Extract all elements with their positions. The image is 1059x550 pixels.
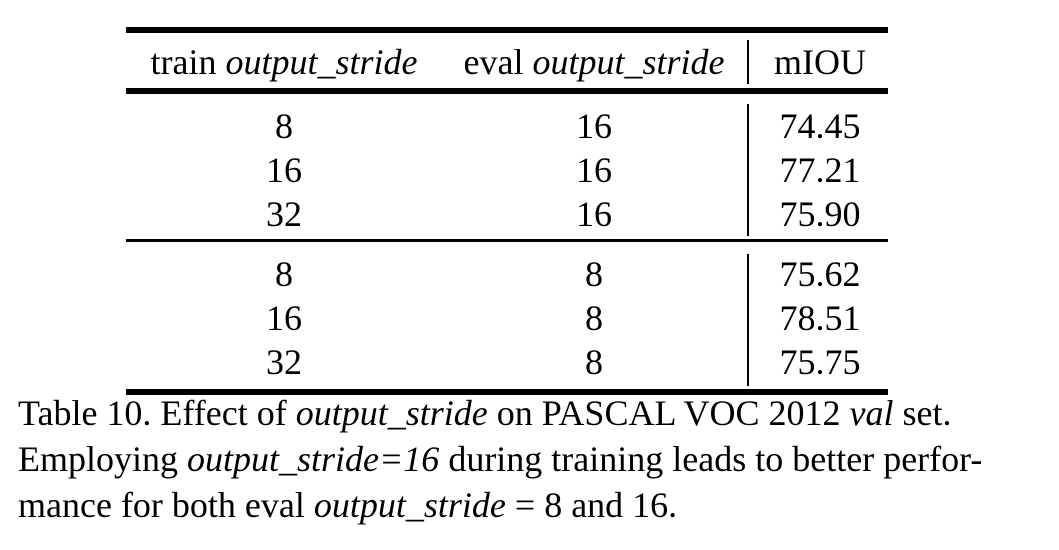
table-top-rule: [126, 27, 888, 33]
header-train-italic: output_stride: [225, 42, 418, 82]
table-cell-miou: 78.51: [779, 298, 861, 338]
table-header-rule: [126, 88, 888, 94]
caption-text: on PASCAL VOC 2012: [487, 393, 850, 433]
table-cell-train: 8: [275, 106, 293, 146]
table-cell-train: 8: [275, 254, 293, 294]
table-cell-eval: 8: [585, 342, 603, 382]
caption-text: Employing: [18, 439, 187, 479]
caption-italic: output_stride: [295, 393, 488, 433]
caption-italic: output_stride=16: [187, 439, 440, 479]
table-cell-miou: 74.45: [779, 106, 861, 146]
column-separator-group2: [747, 254, 749, 386]
table-cell-eval: 8: [585, 254, 603, 294]
header-eval-italic: output_stride: [532, 42, 725, 82]
table-caption: Table 10. Effect of output_stride on PAS…: [18, 390, 1048, 528]
caption-text: during training leads to better perfor-: [439, 439, 983, 479]
header-miou: mIOU: [774, 42, 866, 82]
caption-line-2: Employing output_stride=16 during traini…: [18, 436, 1048, 482]
table-cell-eval: 16: [576, 150, 612, 190]
table-cell-train: 16: [266, 298, 302, 338]
table-cell-eval: 8: [585, 298, 603, 338]
caption-text: mance for both eval: [18, 485, 314, 525]
header-train-output-stride: train output_stride: [130, 40, 438, 84]
table-cell-train: 32: [266, 342, 302, 382]
table-cell-miou: 75.62: [779, 254, 861, 294]
table-cell-miou: 77.21: [779, 150, 861, 190]
table-cell-miou: 75.75: [779, 342, 861, 382]
header-train-label: train: [150, 42, 217, 82]
caption-italic: val: [849, 393, 894, 433]
caption-line-3: mance for both eval output_stride = 8 an…: [18, 482, 1048, 528]
table-bottom-rule: [126, 389, 888, 395]
table-cell-eval: 16: [576, 106, 612, 146]
table-cell-eval: 16: [576, 194, 612, 234]
table-cell-miou: 75.90: [779, 194, 861, 234]
header-eval-output-stride: eval output_stride: [444, 40, 744, 84]
column-separator-header: [747, 40, 749, 84]
caption-text: = 8 and 16.: [505, 485, 678, 525]
caption-text: set.: [893, 393, 952, 433]
caption-line-1: Table 10. Effect of output_stride on PAS…: [18, 390, 1048, 436]
caption-text: Table 10. Effect of: [18, 393, 296, 433]
table-cell-train: 16: [266, 150, 302, 190]
table-cell-train: 32: [266, 194, 302, 234]
header-eval-label: eval: [463, 42, 524, 82]
caption-italic: output_stride: [313, 485, 506, 525]
column-separator-group1: [747, 104, 749, 236]
table-group-separator: [126, 239, 888, 242]
